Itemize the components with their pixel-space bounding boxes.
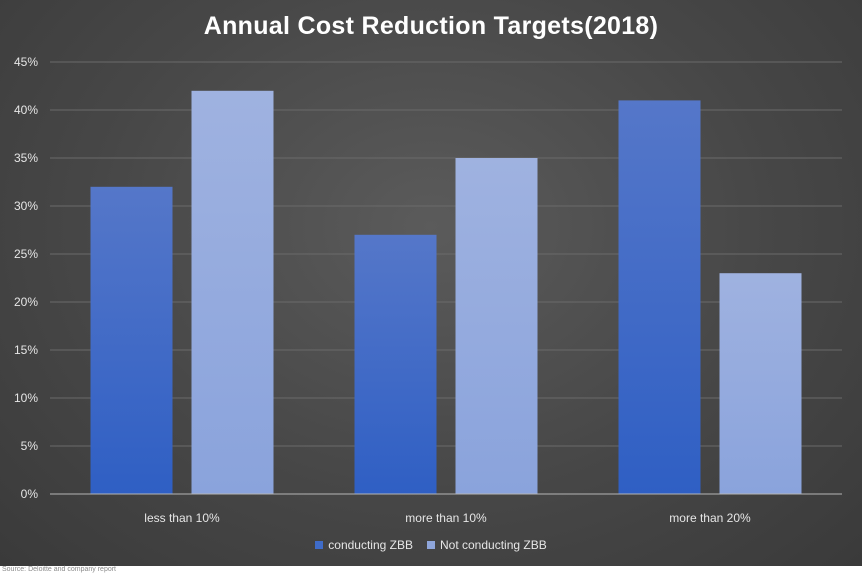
legend-label-conducting: conducting ZBB bbox=[328, 538, 413, 552]
y-tick-label: 25% bbox=[14, 247, 38, 261]
legend-item-not-conducting: Not conducting ZBB bbox=[426, 538, 547, 552]
legend: conducting ZBB Not conducting ZBB bbox=[0, 538, 862, 552]
bar-conducting-1 bbox=[90, 186, 173, 495]
y-tick-label: 45% bbox=[14, 55, 38, 69]
bars bbox=[90, 90, 802, 495]
legend-label-not-conducting: Not conducting ZBB bbox=[439, 538, 547, 552]
bar-not-conducting-3 bbox=[719, 273, 802, 494]
y-tick-label: 15% bbox=[14, 343, 38, 357]
chart-title: Annual Cost Reduction Targets(2018) bbox=[203, 12, 659, 40]
source-note: Source: Deloitte and company report bbox=[2, 566, 117, 573]
bar-conducting-2 bbox=[354, 234, 437, 495]
legend-item-conducting: conducting ZBB bbox=[315, 538, 413, 552]
bar-not-conducting-1 bbox=[191, 90, 274, 495]
bar-not-conducting-2 bbox=[455, 158, 538, 494]
bar-conducting-3 bbox=[618, 100, 701, 495]
legend-swatch-not-conducting bbox=[426, 541, 435, 549]
y-tick-label: 10% bbox=[14, 391, 38, 405]
x-category-label: more than 20% bbox=[669, 511, 751, 525]
y-tick-label: 0% bbox=[21, 487, 39, 501]
y-tick-label: 5% bbox=[21, 439, 39, 453]
y-tick-label: 40% bbox=[14, 103, 38, 117]
axes: 0% 5% 10% 15% 20% 25% 30% 35% 40% 45% less than 10… bbox=[14, 55, 842, 525]
y-tick-label: 20% bbox=[14, 295, 38, 309]
legend-swatch-conducting bbox=[315, 541, 324, 549]
y-tick-label: 30% bbox=[14, 199, 38, 213]
gridlines bbox=[50, 61, 842, 447]
x-category-label: less than 10% bbox=[144, 511, 220, 525]
x-category-label: more than 10% bbox=[405, 511, 487, 525]
y-tick-label: 35% bbox=[14, 151, 38, 165]
